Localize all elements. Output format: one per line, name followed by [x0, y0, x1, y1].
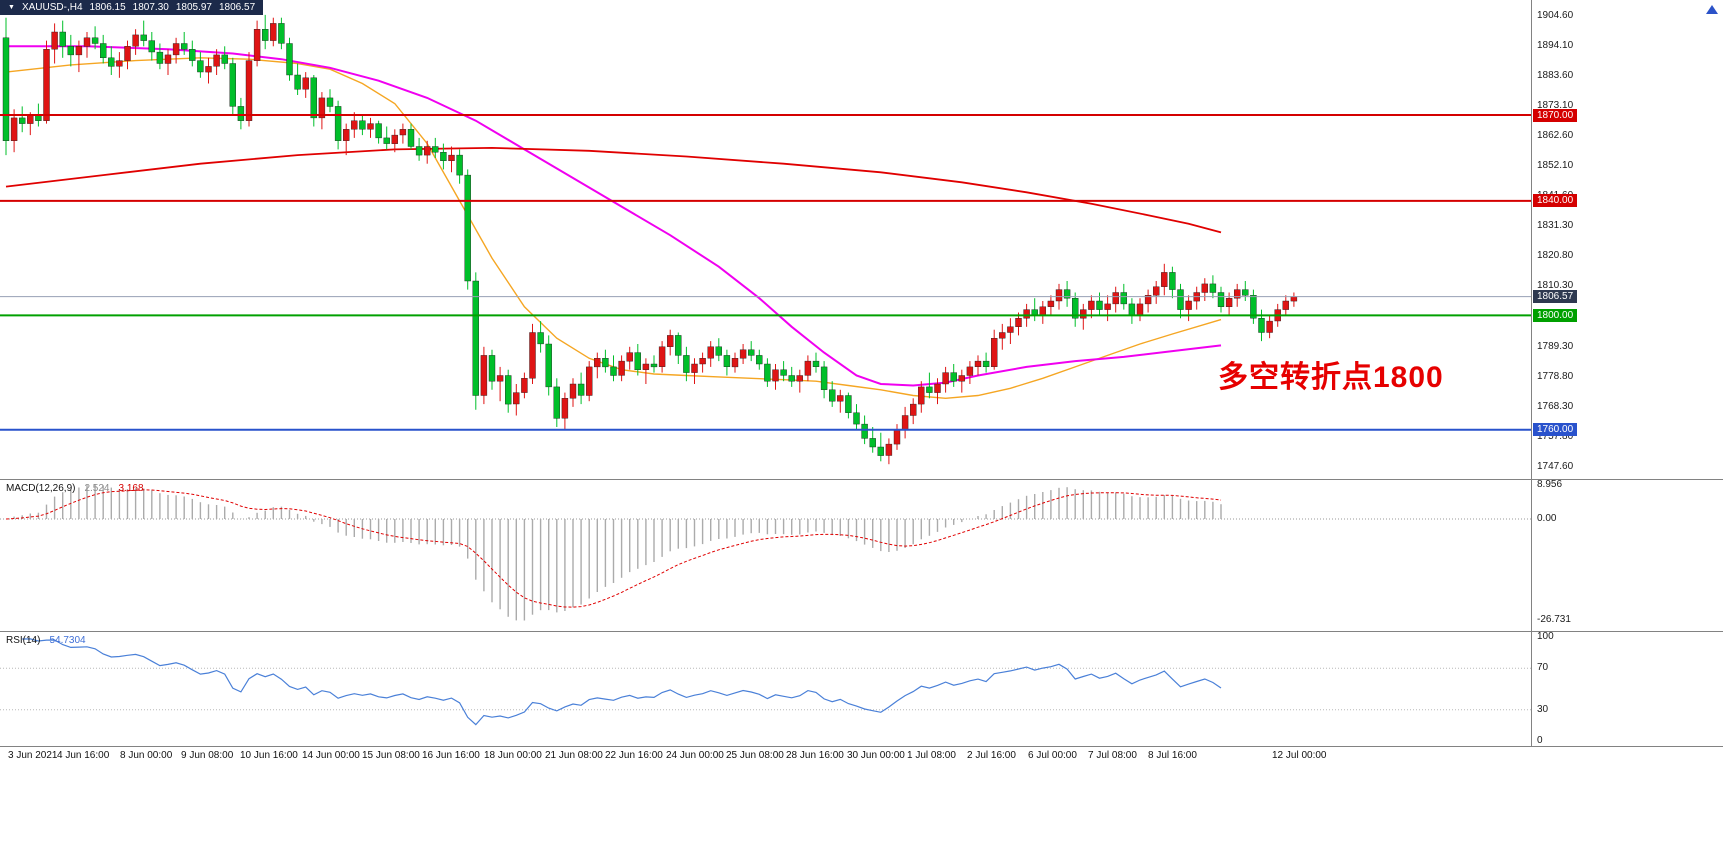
- time-label: 2 Jul 16:00: [967, 750, 1016, 761]
- time-label: 18 Jun 00:00: [484, 750, 542, 761]
- time-label: 15 Jun 08:00: [362, 750, 420, 761]
- time-label: 12 Jul 00:00: [1272, 750, 1327, 761]
- price-tick: 1904.60: [1537, 10, 1574, 21]
- time-axis-separator: [0, 746, 1723, 747]
- ohlc-open: 1806.15: [89, 2, 126, 13]
- price-tick: 1883.60: [1537, 70, 1574, 82]
- rsi-name: RSI(14): [6, 635, 41, 646]
- price-tick: 1831.30: [1537, 220, 1574, 232]
- price-badge-bid-line: 1806.57: [1533, 290, 1578, 304]
- price-tick: 1862.60: [1537, 130, 1574, 142]
- macd-main-value: 2.524: [84, 483, 110, 494]
- symbol-period-label: XAUUSD-,H4: [21, 2, 83, 13]
- macd-name: MACD(12,26,9): [6, 483, 76, 494]
- ma-mid-magenta: [6, 45, 1222, 387]
- macd-tick: -26.731: [1537, 614, 1571, 625]
- macd-indicator-label: MACD(12,26,9) 2.524 3.168: [6, 483, 144, 494]
- price-tick: 1894.10: [1537, 40, 1574, 52]
- price-tick: 1820.80: [1537, 250, 1574, 262]
- time-label: 7 Jul 08:00: [1088, 750, 1137, 761]
- time-label: 21 Jun 08:00: [545, 750, 603, 761]
- time-label: 8 Jul 16:00: [1148, 750, 1197, 761]
- price-tick: 1873.10: [1537, 100, 1574, 112]
- time-axis[interactable]: 3 Jun 2021 4 Jun 16:00 8 Jun 00:00 9 Jun 08…: [0, 747, 1531, 766]
- time-label: 6 Jul 00:00: [1028, 750, 1077, 761]
- time-label: 4 Jun 16:00: [57, 750, 110, 761]
- macd-panel-canvas[interactable]: [0, 479, 1531, 631]
- price-tick: 1810.30: [1537, 280, 1574, 292]
- price-axis[interactable]: 1904.60 1894.10 1883.60 1873.10 1862.60 1852.…: [1532, 0, 1723, 766]
- dropdown-arrow-icon[interactable]: ▼: [8, 4, 15, 11]
- rsi-indicator-label: RSI(14) 54.7304: [6, 635, 86, 646]
- rsi-value: 54.7304: [49, 635, 86, 646]
- time-label: 16 Jun 16:00: [422, 750, 480, 761]
- rsi-tick: 70: [1537, 662, 1549, 674]
- ohlc-low: 1805.97: [175, 2, 212, 13]
- candles-layer: [2, 14, 1298, 465]
- price-badge-support-1760: 1760.00: [1533, 423, 1578, 437]
- price-tick: 1778.80: [1537, 370, 1574, 382]
- rsi-panel-splitter[interactable]: [0, 631, 1723, 632]
- price-tick: 1789.30: [1537, 340, 1574, 352]
- price-axis-separator: [1531, 0, 1532, 746]
- price-badge-pivot-1800: 1800.00: [1533, 308, 1578, 322]
- price-badge-resistance-1870: 1870.00: [1533, 108, 1578, 122]
- ohlc-high: 1807.30: [132, 2, 169, 13]
- time-label: 1 Jul 08:00: [907, 750, 956, 761]
- macd-tick: 8.956: [1537, 479, 1563, 491]
- main-chart-canvas[interactable]: [0, 0, 1531, 479]
- macd-histogram: [13, 484, 1222, 621]
- macd-panel-splitter[interactable]: [0, 479, 1723, 480]
- macd-signal-value: 3.168: [118, 483, 144, 494]
- price-tick: 1852.10: [1537, 160, 1574, 172]
- ma-slow-red: [5, 146, 1222, 234]
- time-label: 30 Jun 00:00: [847, 750, 905, 761]
- ma-fast-orange: [5, 57, 1222, 400]
- time-label: 22 Jun 16:00: [605, 750, 663, 761]
- time-label: 8 Jun 00:00: [120, 750, 173, 761]
- price-tick: 1768.30: [1537, 400, 1574, 412]
- chart-shift-marker: [1706, 5, 1718, 14]
- rsi-panel-canvas[interactable]: [0, 631, 1531, 746]
- time-label: 25 Jun 08:00: [726, 750, 784, 761]
- macd-tick: 0.00: [1537, 513, 1557, 524]
- ohlc-close: 1806.57: [218, 2, 256, 13]
- macd-signal-line: [5, 489, 1222, 608]
- time-label: 3 Jun 2021: [8, 750, 58, 761]
- time-label: 24 Jun 00:00: [666, 750, 724, 761]
- time-label: 9 Jun 08:00: [181, 750, 234, 761]
- rsi-tick: 0: [1537, 735, 1543, 746]
- price-badge-resistance-1840: 1840.00: [1533, 194, 1578, 208]
- chart-annotation: 多空转折点1800: [1218, 361, 1444, 394]
- price-tick: 1747.60: [1537, 460, 1574, 472]
- rsi-tick: 100: [1537, 631, 1554, 642]
- time-label: 28 Jun 16:00: [786, 750, 844, 761]
- level-lines: [0, 114, 1531, 431]
- time-label: 14 Jun 00:00: [302, 750, 360, 761]
- chart-title-bar: ▼ XAUUSD-,H4 1806.15 1807.30 1805.97 180…: [0, 0, 264, 15]
- time-label: 10 Jun 16:00: [240, 750, 298, 761]
- rsi-line: [22, 638, 1222, 726]
- rsi-tick: 30: [1537, 703, 1549, 715]
